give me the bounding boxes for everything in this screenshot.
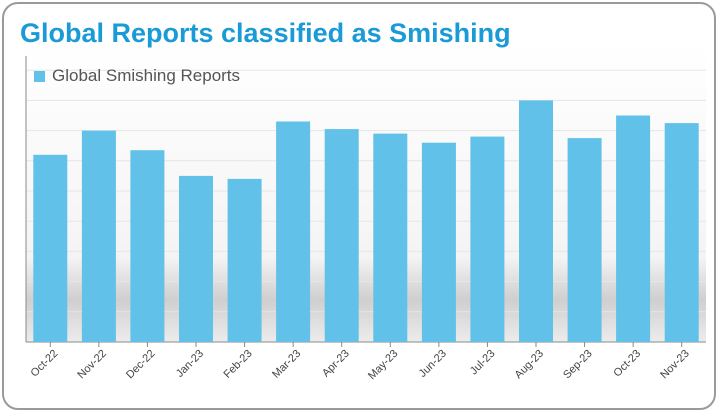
bar-jun-23 xyxy=(421,142,456,342)
x-tick-label: Oct-23 xyxy=(611,348,643,380)
x-tick-label: Mar-23 xyxy=(270,348,303,381)
x-tick-label: Nov-23 xyxy=(658,348,692,382)
bar-chart: Oct-22 Nov-22 Dec-22 Jan-23 Feb-23 Mar-23 Apr-… xyxy=(25,40,706,382)
chart-title: Global Reports classified as Smishing xyxy=(20,18,511,48)
x-tick-label: Jul-23 xyxy=(468,348,498,378)
bar-jul-23 xyxy=(470,136,505,342)
bar-aug-23 xyxy=(519,100,553,343)
x-tick-label: May-23 xyxy=(366,348,400,382)
bar-mar-23 xyxy=(276,121,311,342)
chart-frame: Oct-22 Nov-22 Dec-22 Jan-23 Feb-23 Mar-23 Apr-… xyxy=(2,2,716,410)
bar-oct-22 xyxy=(33,154,68,342)
bar-may-23 xyxy=(373,133,408,342)
x-tick-label: Oct-22 xyxy=(29,348,61,380)
bar-nov-22 xyxy=(81,130,116,342)
x-tick-label: Nov-22 xyxy=(75,348,109,382)
legend-label: Global Smishing Reports xyxy=(52,66,241,85)
bar-oct-23 xyxy=(616,115,651,342)
bar-jan-23 xyxy=(179,175,213,342)
x-tick-label: Jan-23 xyxy=(174,348,206,380)
bar-nov-23 xyxy=(664,123,699,342)
bar-sep-23 xyxy=(567,138,602,342)
x-tick-label: Apr-23 xyxy=(320,348,352,380)
legend-swatch xyxy=(34,70,45,82)
bar-dec-22 xyxy=(130,150,165,342)
bar-apr-23 xyxy=(324,129,359,342)
x-tick-label: Feb-23 xyxy=(222,348,255,381)
x-tick-label: Jun-23 xyxy=(417,348,449,380)
x-tick-label: Aug-23 xyxy=(513,348,547,382)
x-tick-label: Dec-22 xyxy=(124,348,158,382)
chart-legend: Global Smishing Reports xyxy=(34,66,240,86)
bar-feb-23 xyxy=(227,178,262,342)
x-tick-label: Sep-23 xyxy=(561,348,595,382)
